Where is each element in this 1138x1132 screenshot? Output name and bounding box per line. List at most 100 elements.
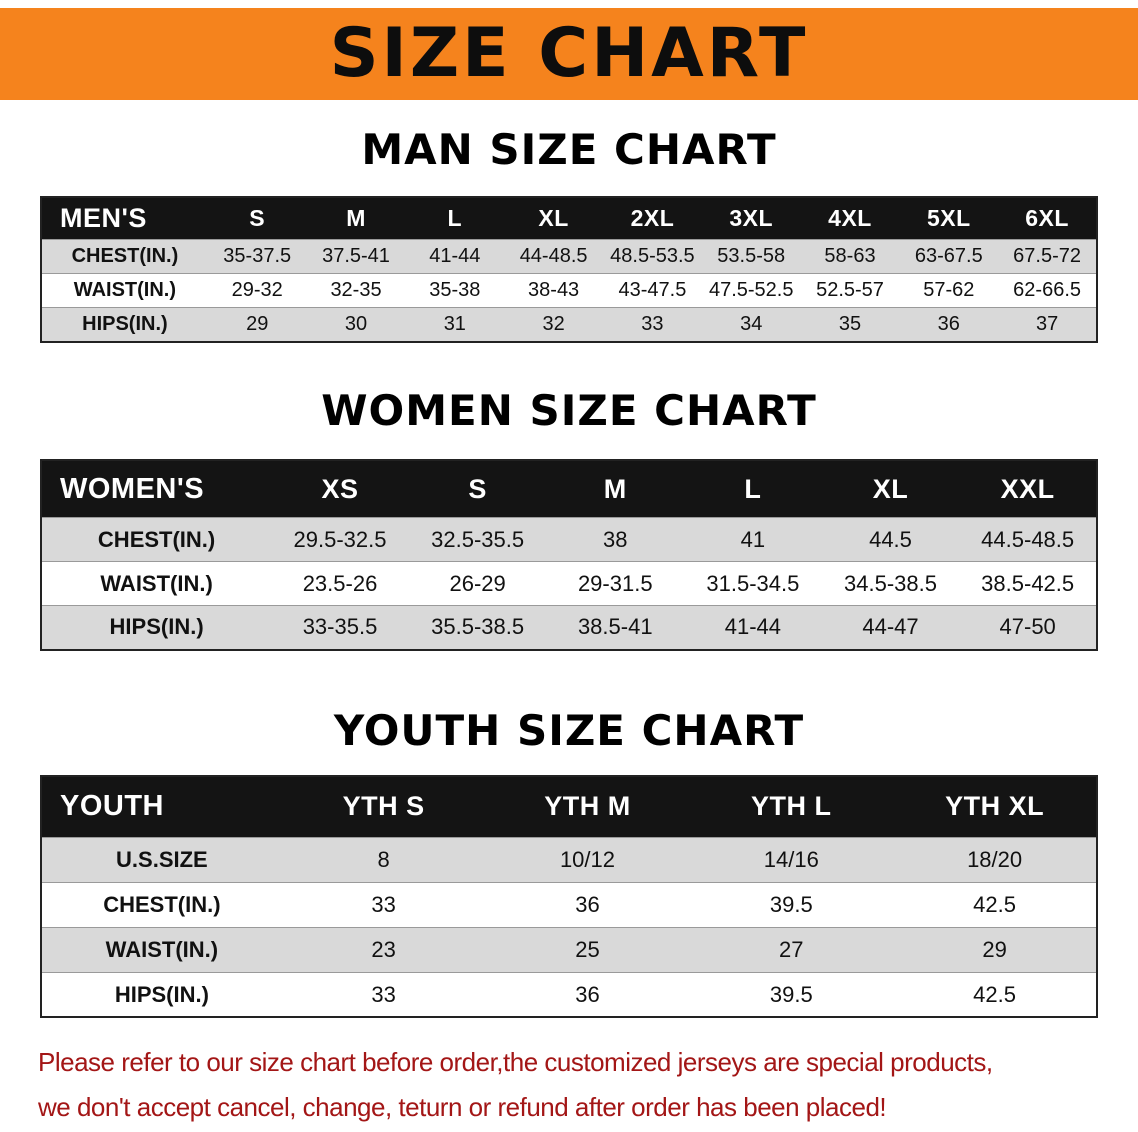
size-value-cell: 26-29 [449, 570, 506, 596]
size-value-cell: 14/16 [763, 846, 819, 872]
disclaimer-line-1: Please refer to our size chart before or… [38, 1047, 993, 1078]
table-row: WAIST(IN.) 23.5-26 26-29 29-31.5 31.5-34.5 34… [41, 561, 1097, 606]
size-value-cell: 67.5-72 [1013, 245, 1082, 268]
row-label-cell: U.S.SIZE [116, 846, 208, 872]
size-value-cell: 38.5-42.5 [981, 570, 1075, 596]
size-value-cell: 62-66.5 [1013, 279, 1082, 302]
size-value-cell: 39.5 [769, 981, 813, 1007]
youth-section-heading: YOUTH SIZE CHART [333, 705, 805, 755]
size-value-cell: 18/20 [967, 846, 1023, 872]
size-header-cell: YTH XL [945, 791, 1045, 822]
size-header-cell: 3XL [729, 205, 774, 232]
size-value-cell: 38.5-41 [577, 614, 653, 640]
disclaimer: Please refer to our size chart before or… [0, 1040, 1138, 1128]
size-header-cell: 5XL [926, 205, 971, 232]
size-value-cell: 35-38 [429, 279, 481, 302]
disclaimer-line-2: we don't accept cancel, change, teturn o… [38, 1091, 887, 1122]
size-value-cell: 35 [838, 313, 862, 336]
size-header-cell: L [744, 473, 762, 504]
section-youth: YOUTH SIZE CHART YOUTH YTH S YTH M YTH L YTH… [0, 705, 1138, 1019]
size-value-cell: 44.5 [869, 526, 912, 552]
size-value-cell: 33 [641, 313, 664, 336]
row-label-cell: HIPS(IN.) [109, 614, 204, 640]
size-value-cell: 37 [1035, 313, 1059, 336]
size-value-cell: 29-31.5 [577, 570, 653, 596]
size-header-cell: S [468, 473, 487, 504]
row-label-cell: CHEST(IN.) [71, 245, 179, 268]
size-value-cell: 36 [575, 891, 600, 917]
size-header-cell: XXL [1000, 473, 1055, 504]
size-header-cell: 4XL [828, 205, 872, 232]
table-row: U.S.SIZE 8 10/12 14/16 18/20 [41, 837, 1097, 883]
table-title-cell: WOMEN'S [60, 472, 205, 505]
section-men: MAN SIZE CHART MEN'S S M L XL 2XL 3XL 4XL 5XL 6XL… [0, 125, 1138, 343]
table-row: WAIST(IN.) 29-32 32-35 35-38 38-43 43-47.5 47.… [41, 273, 1097, 308]
row-label-cell: WAIST(IN.) [105, 936, 219, 962]
size-value-cell: 35.5-38.5 [431, 614, 525, 640]
table-header-row: MEN'S S M L XL 2XL 3XL 4XL 5XL 6XL [41, 197, 1097, 240]
size-value-cell: 41-44 [429, 245, 481, 268]
size-header-cell: L [447, 205, 463, 232]
size-value-cell: 44-48.5 [519, 245, 588, 268]
size-value-cell: 44.5-48.5 [981, 526, 1075, 552]
table-row: CHEST(IN.) 35-37.5 37.5-41 41-44 44-48.5 48.5… [41, 239, 1097, 274]
men-size-table: MEN'S S M L XL 2XL 3XL 4XL 5XL 6XL CHEST(IN.) 35-37… [40, 196, 1098, 343]
size-value-cell: 43-47.5 [618, 279, 687, 302]
size-value-cell: 33 [371, 981, 396, 1007]
size-header-cell: XS [321, 473, 359, 504]
size-value-cell: 33 [371, 891, 396, 917]
size-value-cell: 48.5-53.5 [610, 245, 695, 268]
size-value-cell: 53.5-58 [717, 245, 786, 268]
row-label-cell: CHEST(IN.) [103, 891, 221, 917]
size-header-cell: S [249, 205, 266, 232]
size-value-cell: 33-35.5 [302, 614, 378, 640]
table-row: CHEST(IN.) 29.5-32.5 32.5-35.5 38 41 44.5 44.5… [41, 517, 1097, 562]
women-section-heading: WOMEN SIZE CHART [321, 385, 817, 435]
row-label-cell: WAIST(IN.) [73, 279, 177, 302]
size-value-cell: 23 [371, 936, 396, 962]
size-value-cell: 47.5-52.5 [708, 279, 794, 302]
size-value-cell: 41 [740, 526, 766, 552]
size-value-cell: 39.5 [769, 891, 813, 917]
size-value-cell: 29 [246, 313, 269, 336]
size-value-cell: 36 [937, 313, 960, 336]
size-value-cell: 34.5-38.5 [844, 570, 937, 596]
size-value-cell: 30 [344, 313, 368, 336]
size-header-cell: M [346, 205, 366, 232]
size-value-cell: 31 [443, 313, 466, 336]
size-value-cell: 42.5 [973, 891, 1016, 917]
banner-title: SIZE CHART [329, 14, 809, 93]
size-value-cell: 38-43 [528, 279, 580, 302]
women-size-table: WOMEN'S XS S M L XL XXL CHEST(IN.) 29.5-32.5 32.5… [40, 459, 1098, 651]
size-value-cell: 44-47 [862, 614, 919, 640]
men-section-heading: MAN SIZE CHART [361, 125, 777, 174]
size-value-cell: 37.5-41 [322, 245, 390, 268]
size-header-cell: 2XL [630, 205, 675, 232]
row-label-cell: HIPS(IN.) [82, 313, 168, 336]
size-value-cell: 23.5-26 [302, 570, 378, 596]
size-value-cell: 32.5-35.5 [431, 526, 525, 552]
section-women: WOMEN SIZE CHART WOMEN'S XS S M L XL XXL CHEST(… [0, 385, 1138, 651]
size-value-cell: 31.5-34.5 [706, 570, 800, 596]
table-row: HIPS(IN.) 33-35.5 35.5-38.5 38.5-41 41-44 44-… [41, 605, 1097, 650]
size-header-cell: 6XL [1025, 205, 1069, 232]
size-header-cell: YTH L [751, 791, 832, 822]
size-value-cell: 27 [779, 936, 804, 962]
size-value-cell: 57-62 [923, 279, 975, 302]
size-value-cell: 29-32 [231, 279, 283, 302]
size-header-cell: XL [872, 473, 909, 504]
table-row: HIPS(IN.) 33 36 39.5 42.5 [41, 972, 1097, 1018]
size-header-cell: XL [538, 205, 569, 232]
table-row: HIPS(IN.) 29 30 31 32 33 34 35 36 37 [41, 307, 1097, 342]
row-label-cell: WAIST(IN.) [100, 570, 213, 596]
youth-size-table: YOUTH YTH S YTH M YTH L YTH XL U.S.SIZE 8 10/12… [40, 774, 1098, 1019]
size-value-cell: 10/12 [559, 846, 615, 872]
size-value-cell: 47-50 [999, 614, 1056, 640]
size-header-cell: M [603, 473, 627, 504]
size-value-cell: 42.5 [973, 981, 1016, 1007]
size-value-cell: 25 [575, 936, 600, 962]
table-row: CHEST(IN.) 33 36 39.5 42.5 [41, 882, 1097, 928]
table-row: WAIST(IN.) 23 25 27 29 [41, 927, 1097, 973]
size-header-cell: YTH S [342, 791, 425, 822]
